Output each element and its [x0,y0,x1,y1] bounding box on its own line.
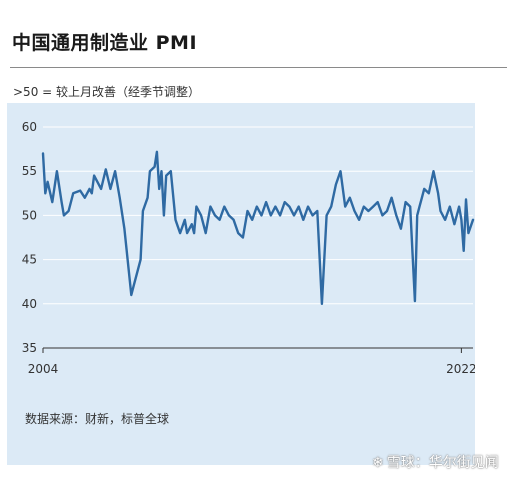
data-source-note: 数据来源：财新，标普全球 [25,412,170,426]
y-tick-label: 40 [22,297,37,311]
watermark-text: 雪球：华尔街见闻 [386,455,499,471]
chart-panel: 35 40 45 50 55 60 2004 2022 [7,103,475,465]
y-tick-label: 45 [22,253,37,267]
y-tick-label: 60 [22,120,37,134]
x-tick-label: 2004 [28,362,59,376]
y-tick-label: 35 [22,341,37,355]
pmi-line-chart: 35 40 45 50 55 60 2004 2022 [22,120,475,376]
snowball-icon: ❄ [372,455,384,471]
y-tick-label: 55 [22,164,37,178]
pmi-series-line [41,150,475,305]
chart-subtitle: >50 = 较上月改善（经季节调整） [13,85,201,99]
chart-title: 中国通用制造业 PMI [12,32,198,54]
title-divider [10,67,507,68]
x-tick-label: 2022 [446,362,475,376]
y-tick-label: 50 [22,208,37,222]
watermark: ❄ 雪球：华尔街见闻 [372,452,499,472]
